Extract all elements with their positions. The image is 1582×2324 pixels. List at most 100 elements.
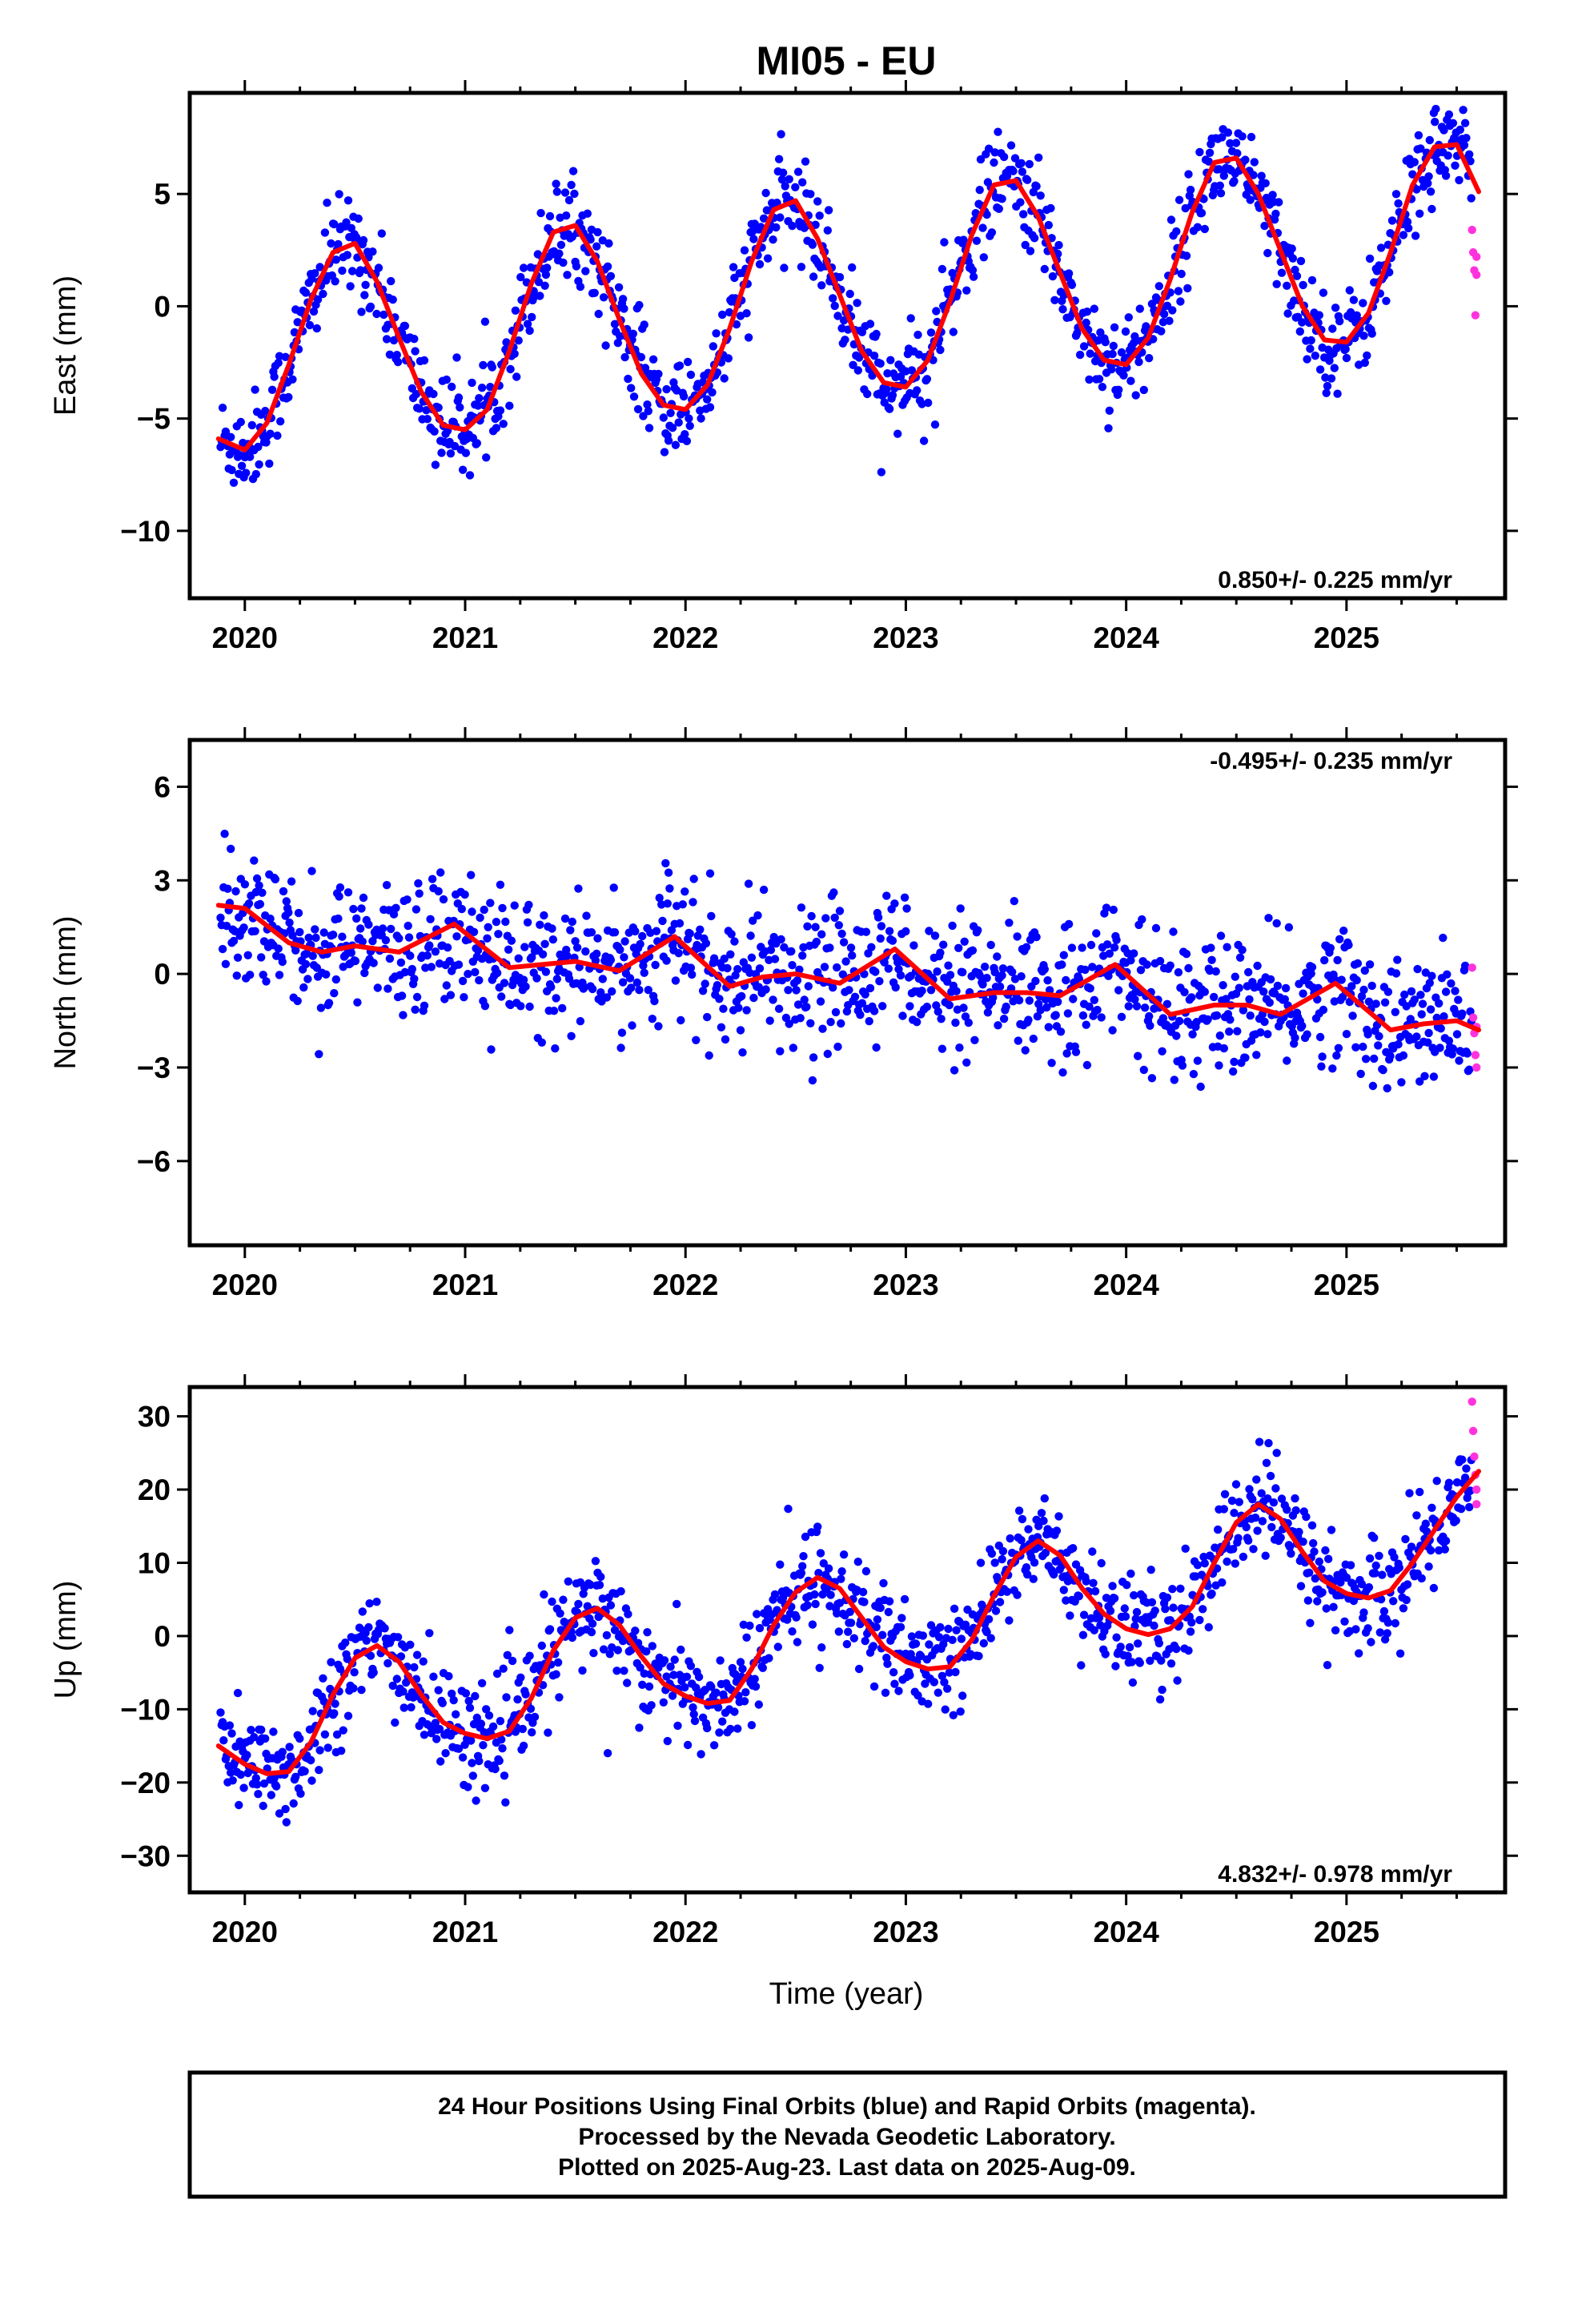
data-point-final xyxy=(347,267,357,275)
data-point-final xyxy=(388,1681,397,1691)
data-point-final xyxy=(570,189,579,199)
data-point-final xyxy=(885,1597,894,1606)
data-point-final xyxy=(753,1610,761,1618)
data-point-final xyxy=(1130,1590,1138,1600)
data-point-final xyxy=(218,944,227,954)
data-point-final xyxy=(1258,1517,1267,1526)
data-point-final xyxy=(777,130,785,139)
data-point-final xyxy=(952,987,961,995)
data-point-final xyxy=(1235,1498,1244,1506)
data-point-final xyxy=(1443,970,1452,979)
data-point-final xyxy=(541,967,551,976)
data-point-final xyxy=(442,981,451,990)
data-point-final xyxy=(360,968,369,978)
data-point-final xyxy=(1132,1002,1142,1011)
data-point-final xyxy=(628,1021,636,1030)
data-point-final xyxy=(956,904,965,913)
data-point-final xyxy=(716,1656,725,1665)
data-point-final xyxy=(1410,995,1419,1004)
data-point-final xyxy=(969,272,978,281)
data-point-final xyxy=(705,403,715,412)
data-point-final xyxy=(538,950,548,959)
data-point-final xyxy=(798,1562,807,1570)
data-point-final xyxy=(812,937,821,947)
data-point-final xyxy=(896,372,905,381)
data-point-final xyxy=(420,1001,429,1011)
data-point-final xyxy=(797,263,806,271)
data-point-final xyxy=(468,378,476,388)
data-point-final xyxy=(1047,1059,1056,1068)
data-point-final xyxy=(841,336,849,344)
data-point-final xyxy=(301,959,311,969)
data-point-final xyxy=(1375,1628,1385,1637)
data-point-final xyxy=(736,1658,745,1667)
data-point-final xyxy=(1063,1009,1073,1018)
data-point-final xyxy=(861,927,871,936)
data-point-final xyxy=(1223,1557,1231,1566)
data-point-final xyxy=(1246,1011,1255,1020)
data-point-final xyxy=(865,1017,873,1026)
data-point-final xyxy=(749,916,757,925)
data-point-final xyxy=(410,1663,419,1672)
data-point-final xyxy=(989,993,998,1003)
data-point-final xyxy=(242,468,251,477)
data-point-final xyxy=(759,214,769,223)
data-point-final xyxy=(1342,353,1351,363)
data-point-final xyxy=(1135,304,1145,313)
x-tick-label: 2024 xyxy=(1093,1916,1159,1948)
data-point-final xyxy=(1466,1486,1475,1495)
data-point-final xyxy=(602,993,612,1002)
data-point-final xyxy=(1321,373,1330,382)
data-point-final xyxy=(1233,1027,1242,1035)
data-point-final xyxy=(1359,332,1368,340)
data-point-final xyxy=(246,971,255,979)
data-point-final xyxy=(954,943,963,953)
data-point-final xyxy=(839,938,849,947)
data-point-final xyxy=(452,932,461,941)
data-point-final xyxy=(1245,1485,1254,1494)
data-point-final xyxy=(1044,220,1054,230)
data-point-final xyxy=(319,1674,327,1683)
data-point-final xyxy=(845,1607,854,1617)
data-point-final xyxy=(1337,975,1346,984)
data-point-final xyxy=(341,1638,350,1647)
data-point-final xyxy=(616,332,624,340)
data-point-final xyxy=(1341,344,1350,354)
data-point-final xyxy=(873,913,883,922)
data-point-final xyxy=(1097,1013,1106,1022)
data-point-final xyxy=(1291,1494,1299,1503)
data-point-final xyxy=(562,211,571,220)
data-point-final xyxy=(497,992,506,1001)
data-point-final xyxy=(648,1015,656,1023)
data-point-final xyxy=(300,1767,309,1775)
data-point-final xyxy=(1385,267,1394,277)
data-point-final xyxy=(837,1574,845,1583)
data-point-final xyxy=(979,1638,989,1648)
plot-area xyxy=(215,93,1481,487)
data-point-final xyxy=(382,881,391,890)
data-point-final xyxy=(1135,1659,1145,1667)
data-point-final xyxy=(774,155,784,163)
data-point-final xyxy=(1371,1561,1380,1570)
data-point-final xyxy=(364,1622,373,1632)
data-point-final xyxy=(1018,1514,1027,1524)
data-point-final xyxy=(315,1746,324,1755)
data-point-final xyxy=(869,1682,879,1691)
data-point-final xyxy=(999,152,1009,162)
data-point-final xyxy=(1162,1593,1172,1602)
data-point-final xyxy=(939,1640,948,1649)
data-point-final xyxy=(1401,1534,1410,1544)
data-point-final xyxy=(472,439,481,448)
data-point-final xyxy=(606,1601,616,1610)
data-point-final xyxy=(1311,352,1320,360)
data-point-final xyxy=(709,342,717,351)
data-point-final xyxy=(1215,165,1223,174)
data-point-final xyxy=(650,996,659,1006)
data-point-final xyxy=(601,341,610,350)
data-point-final xyxy=(1363,351,1371,360)
data-point-final xyxy=(886,356,895,364)
data-point-final xyxy=(686,963,696,972)
x-tick-label: 2023 xyxy=(873,1269,938,1301)
data-point-final xyxy=(1374,1041,1383,1050)
data-point-final xyxy=(427,1729,436,1738)
